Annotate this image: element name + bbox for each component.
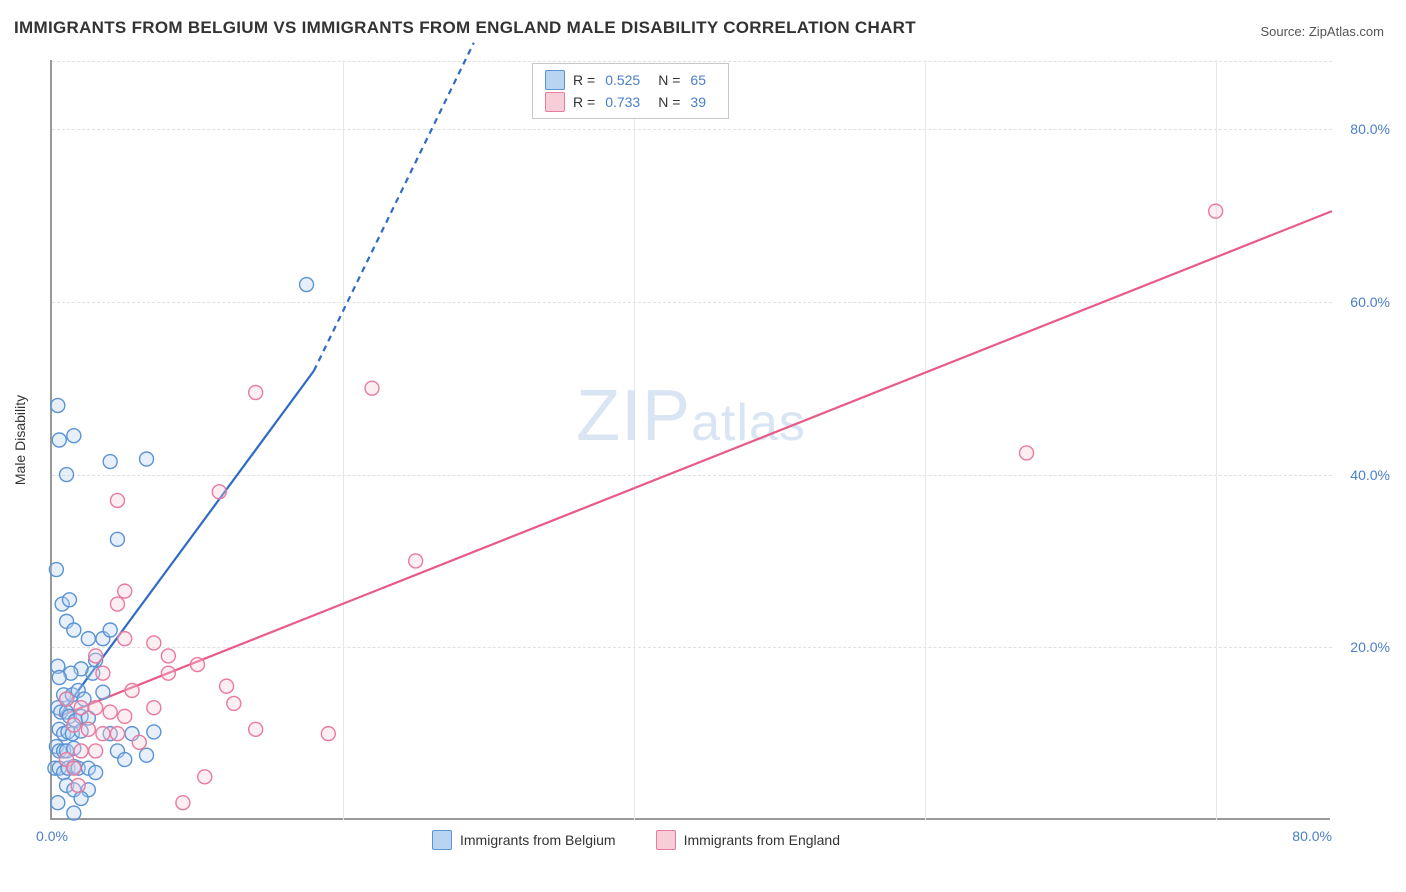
scatter-point-england <box>1020 446 1034 460</box>
y-axis-label: Male Disability <box>12 395 28 485</box>
scatter-point-england <box>89 744 103 758</box>
chart-title: IMMIGRANTS FROM BELGIUM VS IMMIGRANTS FR… <box>14 18 916 38</box>
legend-label-england: Immigrants from England <box>684 832 840 848</box>
scatter-point-england <box>81 722 95 736</box>
scatter-point-england <box>1209 204 1223 218</box>
scatter-point-england <box>110 493 124 507</box>
legend-swatch-belgium-bottom <box>432 830 452 850</box>
scatter-point-belgium <box>118 753 132 767</box>
legend-item-belgium: Immigrants from Belgium <box>432 830 616 850</box>
scatter-point-belgium <box>89 766 103 780</box>
scatter-point-belgium <box>140 452 154 466</box>
legend-correlation-box: R = 0.525 N = 65 R = 0.733 N = 39 <box>532 63 729 119</box>
x-axis-tick-max: 80.0% <box>1292 828 1332 844</box>
legend-row-belgium: R = 0.525 N = 65 <box>545 69 716 91</box>
scatter-point-belgium <box>51 398 65 412</box>
legend-swatch-england-bottom <box>656 830 676 850</box>
scatter-point-england <box>212 485 226 499</box>
scatter-point-england <box>132 735 146 749</box>
y-axis-tick: 60.0% <box>1340 294 1390 310</box>
scatter-point-belgium <box>147 725 161 739</box>
scatter-point-belgium <box>74 791 88 805</box>
scatter-point-england <box>67 761 81 775</box>
source-name: ZipAtlas.com <box>1309 24 1384 39</box>
trendline <box>314 43 474 371</box>
scatter-point-england <box>89 649 103 663</box>
scatter-point-belgium <box>52 433 66 447</box>
scatter-point-belgium <box>140 748 154 762</box>
legend-N-label: N = <box>658 94 680 110</box>
scatter-point-england <box>190 658 204 672</box>
scatter-point-england <box>220 679 234 693</box>
scatter-point-england <box>110 597 124 611</box>
legend-row-england: R = 0.733 N = 39 <box>545 91 716 113</box>
legend-label-belgium: Immigrants from Belgium <box>460 832 616 848</box>
y-axis-tick: 80.0% <box>1340 121 1390 137</box>
chart-area: 20.0%40.0%60.0%80.0% 0.0% 80.0% ZIPatlas… <box>50 60 1330 820</box>
scatter-point-england <box>125 683 139 697</box>
legend-N-england: 39 <box>688 94 716 110</box>
scatter-point-england <box>198 770 212 784</box>
scatter-point-england <box>118 584 132 598</box>
scatter-point-belgium <box>300 278 314 292</box>
scatter-point-england <box>161 666 175 680</box>
scatter-point-england <box>60 692 74 706</box>
scatter-point-england <box>74 744 88 758</box>
scatter-point-england <box>321 727 335 741</box>
scatter-point-england <box>96 666 110 680</box>
scatter-point-england <box>103 705 117 719</box>
scatter-point-england <box>365 381 379 395</box>
scatter-point-belgium <box>103 455 117 469</box>
source-attribution: Source: ZipAtlas.com <box>1260 24 1384 39</box>
scatter-point-belgium <box>62 593 76 607</box>
scatter-point-belgium <box>67 429 81 443</box>
legend-N-belgium: 65 <box>688 72 716 88</box>
y-axis-tick: 40.0% <box>1340 467 1390 483</box>
scatter-point-england <box>96 727 110 741</box>
scatter-point-england <box>110 727 124 741</box>
scatter-point-belgium <box>103 623 117 637</box>
scatter-point-england <box>147 701 161 715</box>
scatter-point-england <box>71 778 85 792</box>
scatter-point-belgium <box>60 468 74 482</box>
scatter-point-england <box>176 796 190 810</box>
scatter-point-belgium <box>52 671 66 685</box>
legend-R-label: R = <box>573 94 595 110</box>
scatter-point-belgium <box>51 796 65 810</box>
scatter-point-belgium <box>67 806 81 820</box>
scatter-point-belgium <box>81 632 95 646</box>
scatter-point-england <box>409 554 423 568</box>
legend-swatch-belgium <box>545 70 565 90</box>
scatter-point-england <box>67 718 81 732</box>
plot-svg <box>52 60 1332 820</box>
legend-R-belgium: 0.525 <box>603 72 650 88</box>
scatter-point-england <box>118 709 132 723</box>
plot-frame: 20.0%40.0%60.0%80.0% 0.0% 80.0% ZIPatlas… <box>50 60 1330 820</box>
scatter-point-belgium <box>110 532 124 546</box>
scatter-point-england <box>249 722 263 736</box>
scatter-point-england <box>147 636 161 650</box>
x-axis-tick-min: 0.0% <box>36 828 68 844</box>
scatter-point-england <box>161 649 175 663</box>
legend-series: Immigrants from Belgium Immigrants from … <box>432 830 840 850</box>
scatter-point-england <box>74 701 88 715</box>
legend-R-label: R = <box>573 72 595 88</box>
legend-item-england: Immigrants from England <box>656 830 840 850</box>
legend-R-england: 0.733 <box>603 94 650 110</box>
scatter-point-belgium <box>49 563 63 577</box>
trendline <box>59 211 1332 716</box>
scatter-point-belgium <box>67 623 81 637</box>
legend-swatch-england <box>545 92 565 112</box>
scatter-point-england <box>118 632 132 646</box>
scatter-point-england <box>89 701 103 715</box>
scatter-point-england <box>249 386 263 400</box>
y-axis-tick: 20.0% <box>1340 639 1390 655</box>
source-prefix: Source: <box>1260 24 1308 39</box>
legend-N-label: N = <box>658 72 680 88</box>
scatter-point-belgium <box>96 685 110 699</box>
scatter-point-england <box>227 696 241 710</box>
